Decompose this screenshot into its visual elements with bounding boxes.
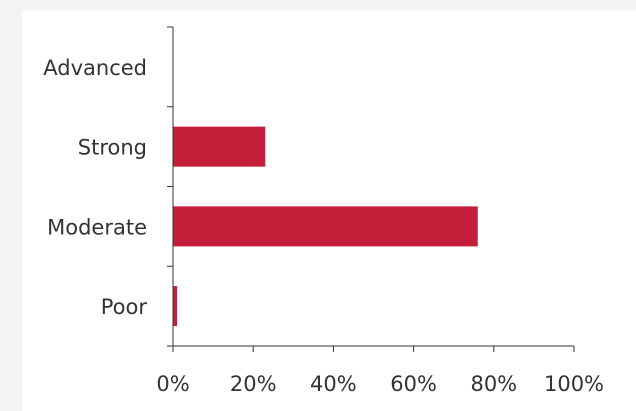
category-label-poor: Poor	[101, 295, 148, 319]
category-label-strong: Strong	[78, 136, 147, 160]
x-tick-label-0: 0%	[156, 372, 189, 396]
category-label-moderate: Moderate	[47, 215, 147, 239]
category-label-advanced: Advanced	[43, 56, 147, 80]
bar-moderate	[173, 206, 478, 247]
x-tick-label-60: 60%	[390, 372, 437, 396]
x-tick-label-40: 40%	[310, 372, 357, 396]
x-tick-label-80: 80%	[470, 372, 517, 396]
bar-poor	[173, 286, 178, 327]
bar-chart: Advanced Strong Moderate Poor 0% 20% 40% 60% 80%…	[43, 26, 604, 396]
bar-strong	[173, 126, 266, 167]
x-tick-label-20: 20%	[230, 372, 277, 396]
x-tick-label-100: 100%	[544, 372, 604, 396]
chart-panel: Advanced Strong Moderate Poor 0% 20% 40% 60% 80%…	[22, 10, 636, 411]
